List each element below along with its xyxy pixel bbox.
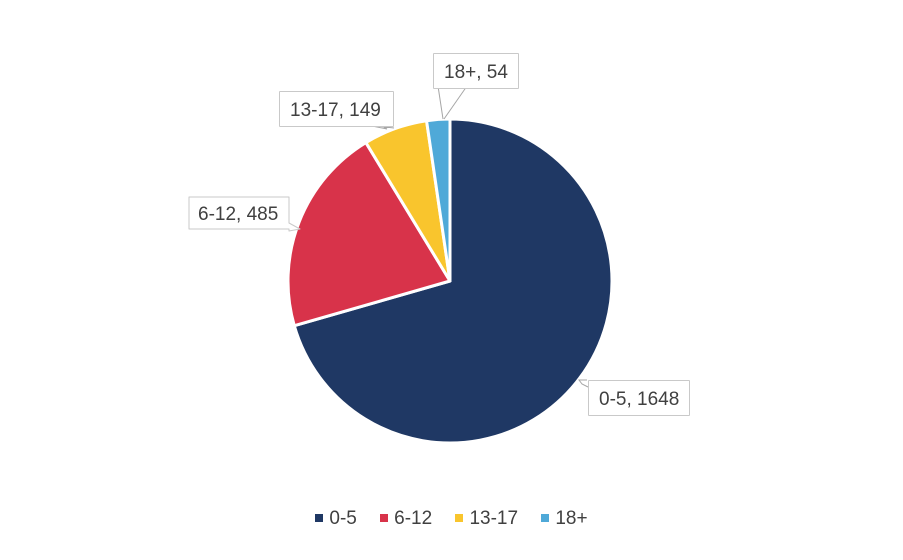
svg-text:6-12, 485: 6-12, 485 [198, 204, 278, 225]
